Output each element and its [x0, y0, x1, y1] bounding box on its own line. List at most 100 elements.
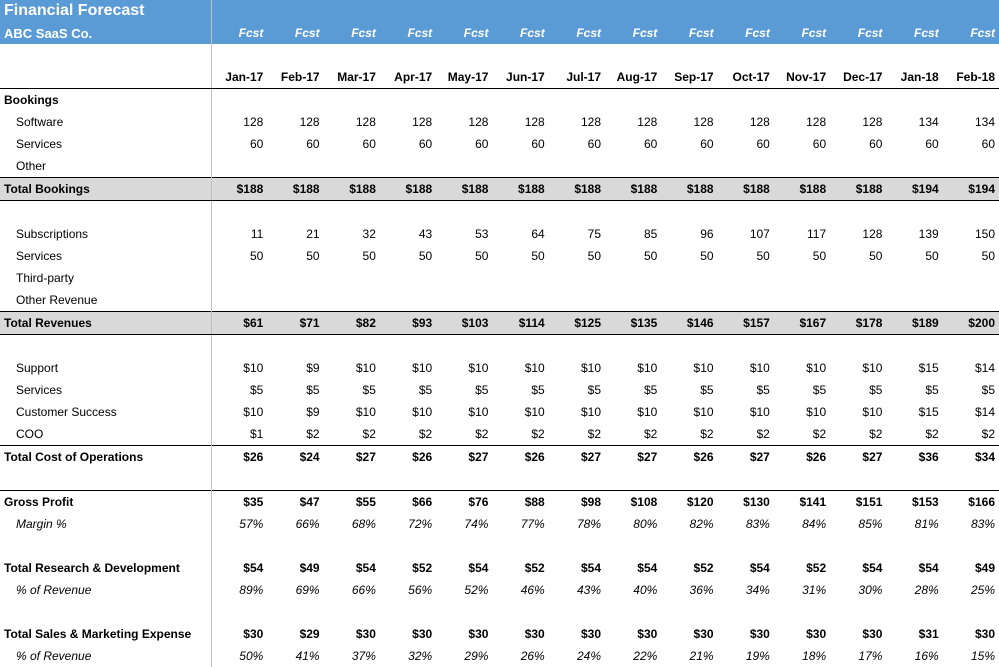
cell-value: $2	[324, 423, 380, 446]
subtotal-value: $71	[267, 312, 323, 335]
cell-value	[718, 267, 774, 289]
cell-value: 50	[436, 245, 492, 267]
gross-profit-value: $98	[549, 491, 605, 514]
cell-value: $5	[267, 379, 323, 401]
cell-value: 50	[605, 245, 661, 267]
cell-value	[605, 289, 661, 312]
cell-value	[886, 289, 942, 312]
report-title: Financial Forecast	[0, 0, 211, 22]
forecast-label: Fcst	[605, 22, 661, 44]
cell-value: $15	[886, 401, 942, 423]
cell-value: $5	[380, 379, 436, 401]
snm-value: $30	[830, 623, 886, 645]
cell-value: $5	[943, 379, 999, 401]
company-name: ABC SaaS Co.	[0, 22, 211, 44]
subtotal-value: $188	[830, 178, 886, 201]
cell-value: 29%	[436, 645, 492, 667]
total-cost-label: Total Cost of Operations	[0, 446, 211, 469]
cell-value: 128	[774, 111, 830, 133]
cell-value: 60	[211, 133, 267, 155]
cell-value: $10	[718, 401, 774, 423]
subtotal-value: $188	[661, 178, 717, 201]
snm-value: $30	[211, 623, 267, 645]
snm-value: $30	[774, 623, 830, 645]
cell-value: $10	[661, 401, 717, 423]
cell-value: 17%	[830, 645, 886, 667]
cell-value: 80%	[605, 513, 661, 535]
gross-profit-value: $66	[380, 491, 436, 514]
cell-value: 84%	[774, 513, 830, 535]
cell-value: 50	[211, 245, 267, 267]
cell-value	[211, 289, 267, 312]
rnd-label: Total Research & Development	[0, 557, 211, 579]
cell-value: $5	[774, 379, 830, 401]
gross-profit-value: $130	[718, 491, 774, 514]
cell-value: $5	[324, 379, 380, 401]
subtotal-value: $188	[549, 178, 605, 201]
cell-value	[492, 289, 548, 312]
gross-profit-value: $55	[324, 491, 380, 514]
month-header: Dec-17	[830, 66, 886, 89]
subtotal-value: $146	[661, 312, 717, 335]
total-cost-value: $26	[211, 446, 267, 469]
total-cost-value: $24	[267, 446, 323, 469]
cell-value	[830, 289, 886, 312]
cell-value: 66%	[267, 513, 323, 535]
cell-value: 78%	[549, 513, 605, 535]
forecast-label: Fcst	[324, 22, 380, 44]
cell-value: 28%	[886, 579, 942, 601]
snm-value: $29	[267, 623, 323, 645]
cell-value: 36%	[661, 579, 717, 601]
cell-value	[943, 289, 999, 312]
subtotal-value: $103	[436, 312, 492, 335]
cell-value	[267, 155, 323, 178]
cell-value: 89%	[211, 579, 267, 601]
cell-value: 82%	[661, 513, 717, 535]
snm-value: $30	[661, 623, 717, 645]
cell-value	[549, 155, 605, 178]
cell-value: 19%	[718, 645, 774, 667]
cell-value: 60	[436, 133, 492, 155]
cell-value: 60	[267, 133, 323, 155]
month-header: Jan-18	[886, 66, 942, 89]
rnd-value: $54	[549, 557, 605, 579]
cell-value: $14	[943, 401, 999, 423]
cell-value: 56%	[380, 579, 436, 601]
cell-value: 128	[324, 111, 380, 133]
cell-value: 66%	[324, 579, 380, 601]
month-header: Jul-17	[549, 66, 605, 89]
cell-value	[774, 267, 830, 289]
snm-value: $30	[549, 623, 605, 645]
cell-value: $5	[661, 379, 717, 401]
cell-value: $10	[492, 357, 548, 379]
cell-value: 60	[380, 133, 436, 155]
financial-forecast-table: Financial ForecastABC SaaS Co.FcstFcstFc…	[0, 0, 999, 667]
cell-value	[324, 267, 380, 289]
cell-value: 50	[830, 245, 886, 267]
rnd-value: $52	[661, 557, 717, 579]
rnd-value: $52	[774, 557, 830, 579]
cell-value: 22%	[605, 645, 661, 667]
cell-value: 43	[380, 223, 436, 245]
cell-value: 60	[830, 133, 886, 155]
snm-value: $30	[943, 623, 999, 645]
month-header: Aug-17	[605, 66, 661, 89]
subtotal-value: $188	[380, 178, 436, 201]
cell-value	[492, 155, 548, 178]
month-header: Feb-18	[943, 66, 999, 89]
total-cost-value: $27	[549, 446, 605, 469]
cell-value: $10	[436, 401, 492, 423]
cell-value: 64	[492, 223, 548, 245]
cell-value: 34%	[718, 579, 774, 601]
cell-value: $5	[492, 379, 548, 401]
month-header: Feb-17	[267, 66, 323, 89]
row-label: Margin %	[0, 513, 211, 535]
total-cost-value: $27	[605, 446, 661, 469]
cell-value: 21	[267, 223, 323, 245]
gross-profit-value: $166	[943, 491, 999, 514]
subtotal-value: $61	[211, 312, 267, 335]
gross-profit-value: $141	[774, 491, 830, 514]
cell-value	[549, 267, 605, 289]
total-cost-value: $26	[774, 446, 830, 469]
month-header: Apr-17	[380, 66, 436, 89]
